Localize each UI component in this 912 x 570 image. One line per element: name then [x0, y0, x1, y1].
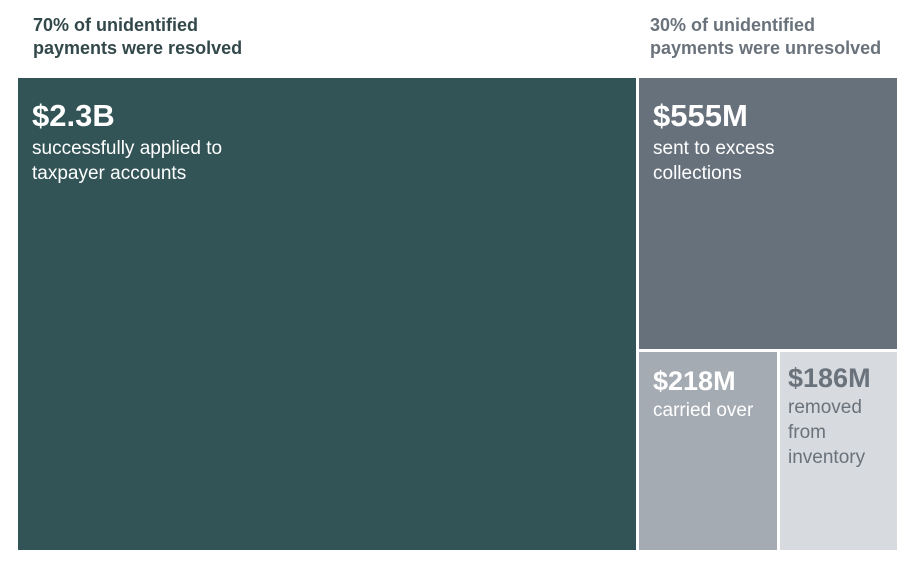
cell-amount: $186M: [788, 363, 871, 393]
group-label-line: 70% of unidentified: [33, 15, 199, 35]
cell-amount: $218M: [653, 366, 736, 396]
cell-description-line: removed: [788, 397, 862, 418]
treemap-cell-excess-collections: $555M sent to excess collections: [639, 78, 897, 349]
cell-description: removed from inventory: [788, 395, 889, 470]
cell-description: sent to excess collections: [653, 136, 883, 186]
cell-description-line: from: [788, 422, 826, 443]
cell-amount: $555M: [653, 98, 748, 133]
treemap-cell-removed: $186M removed from inventory: [780, 352, 897, 550]
group-label-resolved: 70% of unidentified payments were resolv…: [33, 14, 242, 60]
group-label-line: payments were unresolved: [650, 38, 882, 58]
group-label-line: 30% of unidentified: [650, 15, 816, 35]
group-label-line: payments were resolved: [33, 38, 243, 58]
cell-description: successfully applied to taxpayer account…: [32, 136, 622, 186]
treemap-cell-applied: $2.3B successfully applied to taxpayer a…: [18, 78, 636, 550]
cell-description: carried over: [653, 398, 763, 423]
cell-description-line: inventory: [788, 447, 866, 468]
group-label-unresolved: 30% of unidentified payments were unreso…: [650, 14, 881, 60]
cell-description-line: carried over: [653, 400, 754, 421]
cell-description-line: sent to excess: [653, 138, 775, 159]
cell-description-line: taxpayer accounts: [32, 163, 187, 184]
cell-description-line: collections: [653, 163, 742, 184]
treemap-cell-carried-over: $218M carried over: [639, 352, 777, 550]
cell-description-line: successfully applied to: [32, 138, 223, 159]
cell-amount: $2.3B: [32, 98, 115, 133]
